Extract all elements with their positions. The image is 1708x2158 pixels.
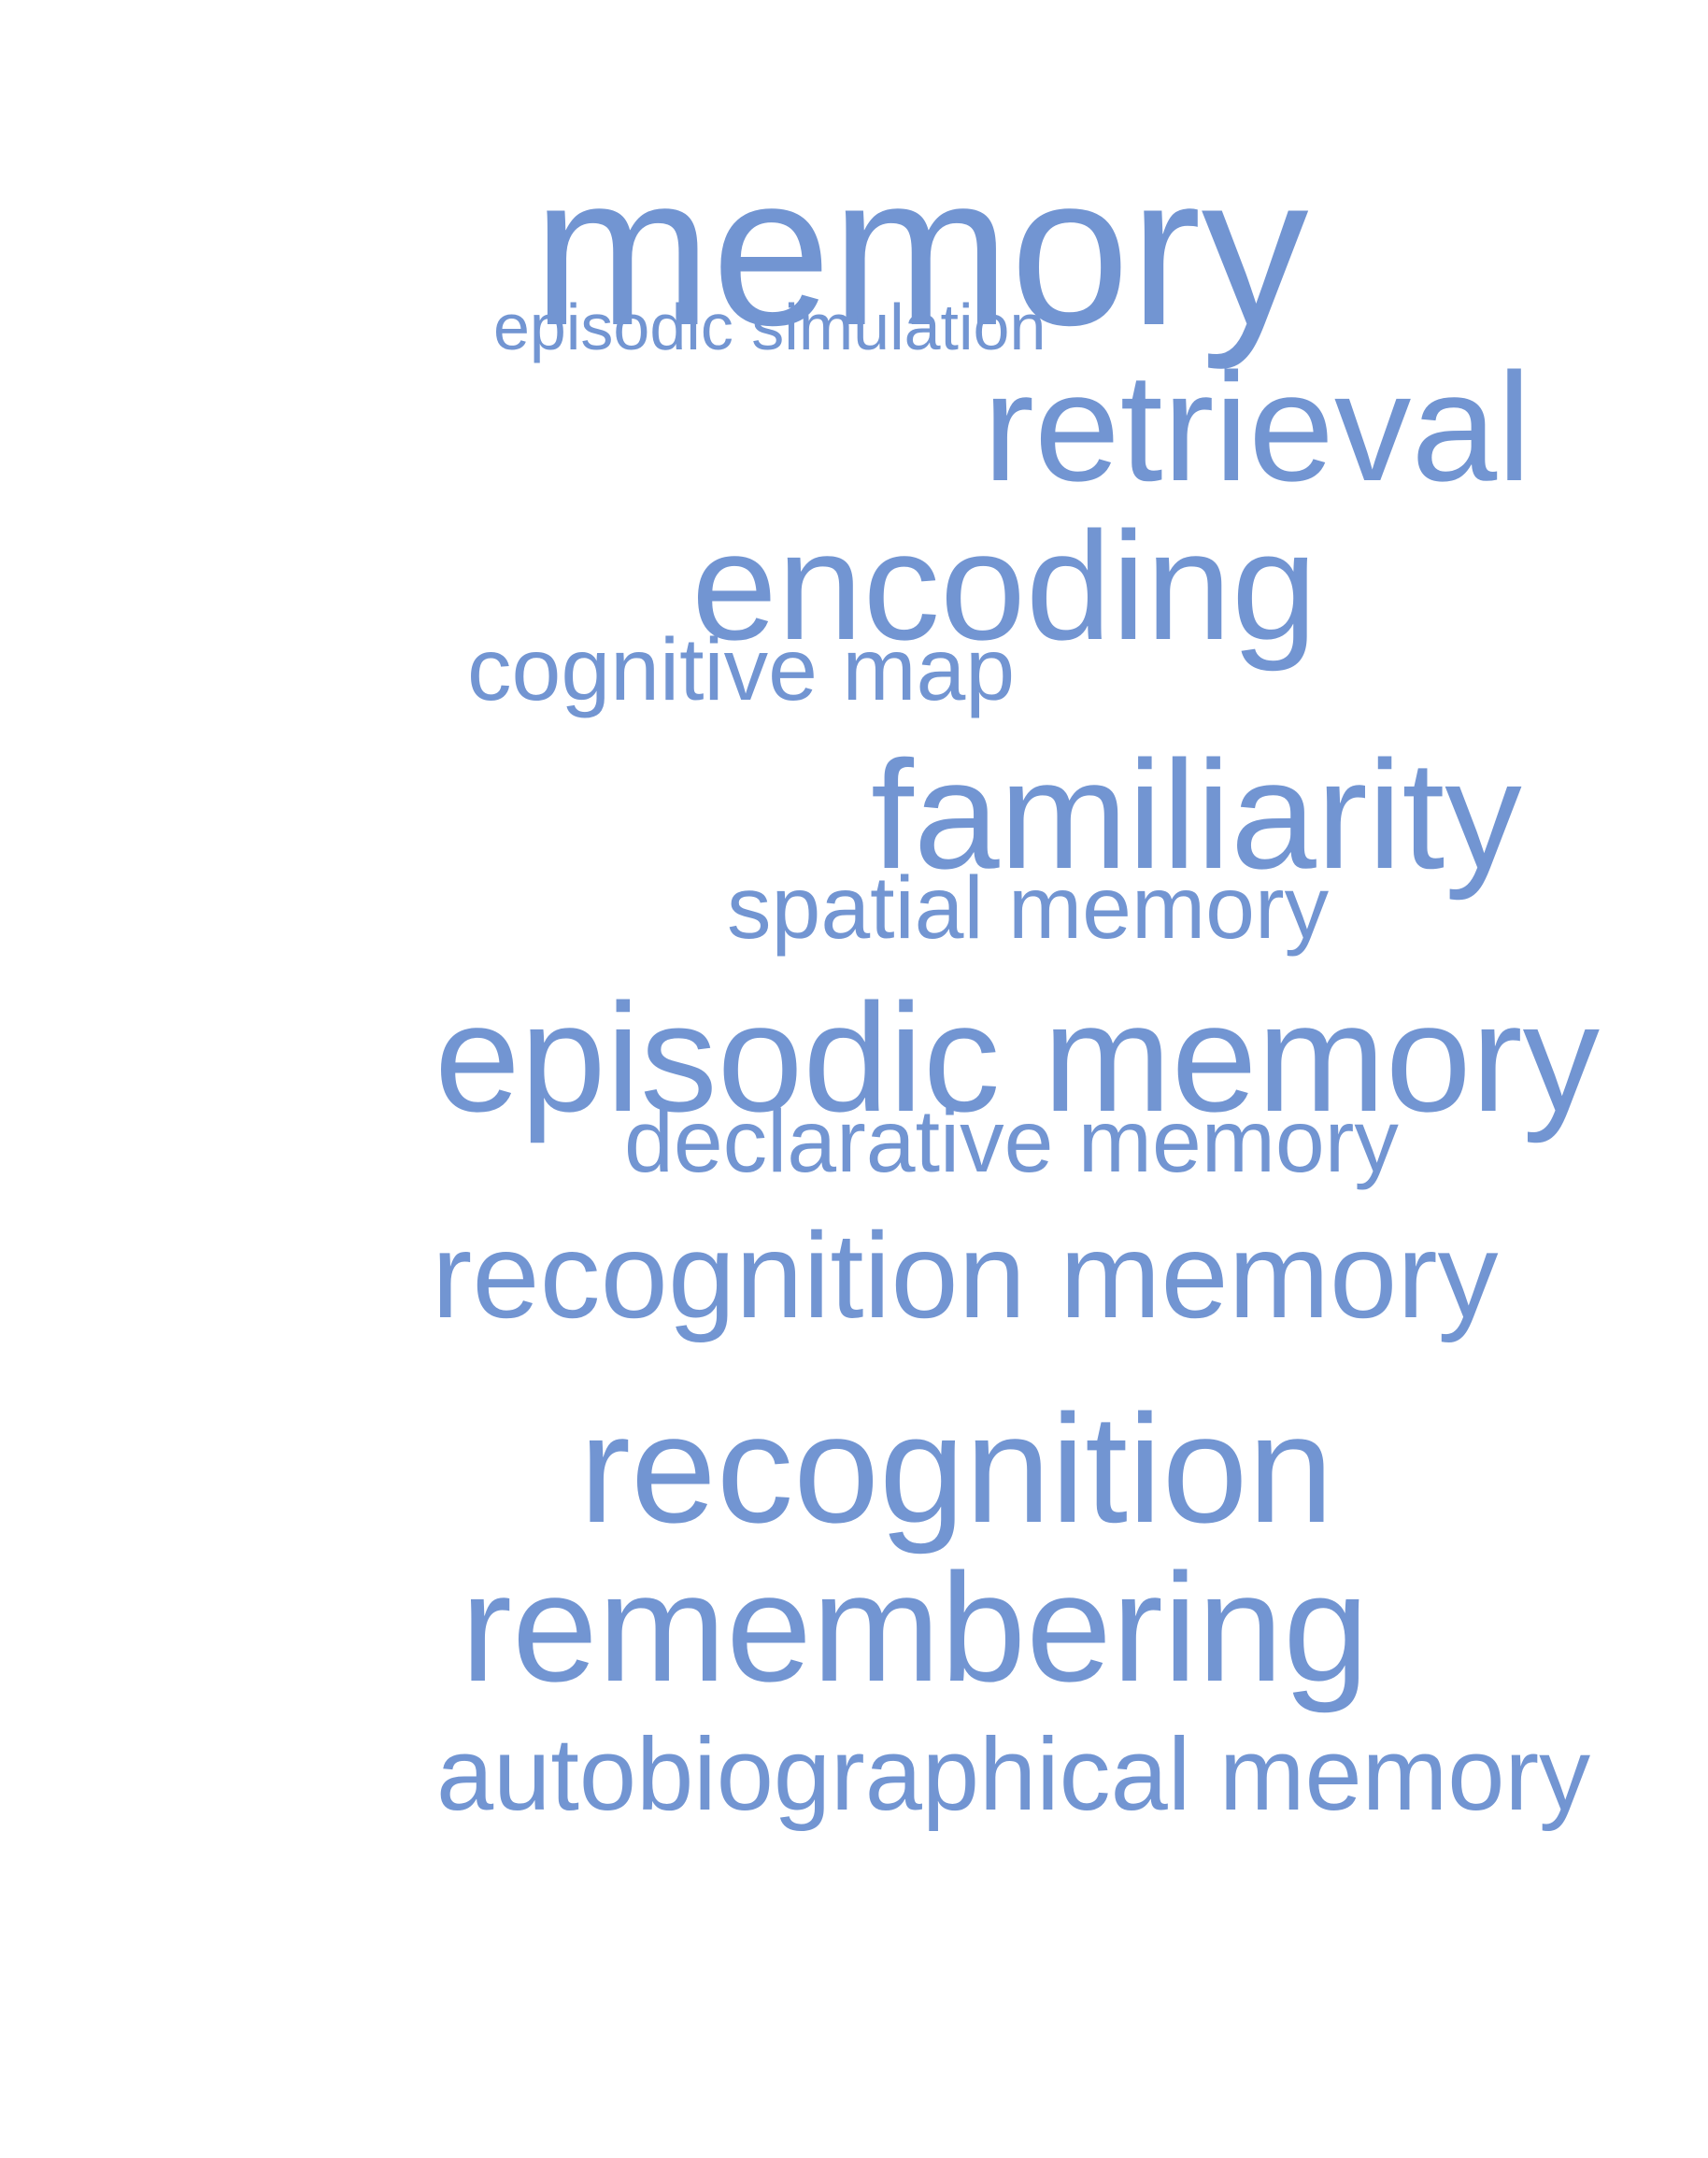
word-declarative-memory: declarative memory — [624, 1092, 1399, 1191]
word-memory: memory — [533, 130, 1309, 370]
word-episodic-simulation: episodic simulation — [493, 291, 1046, 363]
word-spatial-memory: spatial memory — [727, 859, 1330, 958]
word-retrieval: retrieval — [983, 341, 1531, 513]
word-recognition-memory: recognition memory — [432, 1207, 1499, 1343]
word-familiarity: familiarity — [871, 729, 1522, 901]
word-encoding: encoding — [691, 500, 1317, 672]
word-episodic-memory: episodic memory — [434, 972, 1601, 1143]
word-cognitive-map: cognitive map — [467, 620, 1016, 719]
word-remembering: remembering — [461, 1541, 1370, 1713]
word-autobiographical-memory: autobiographical memory — [436, 1717, 1591, 1832]
word-recognition: recognition — [579, 1383, 1334, 1555]
